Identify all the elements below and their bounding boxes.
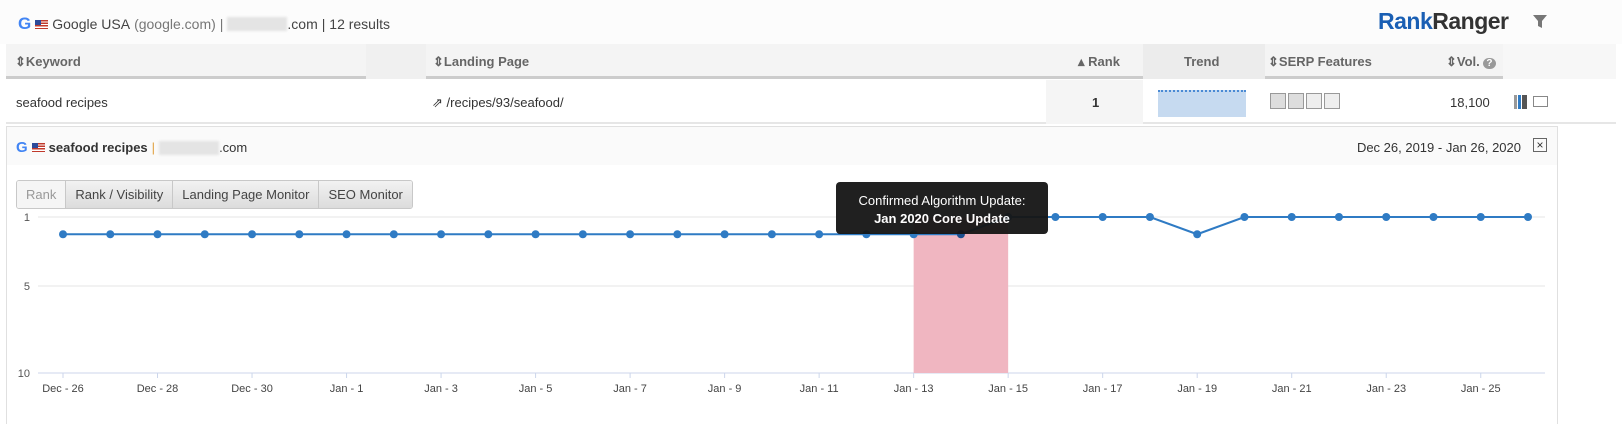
external-link-icon[interactable]: ⇗ (432, 95, 443, 110)
x-tick-label: Jan - 17 (1083, 383, 1123, 395)
help-icon[interactable]: ? (1483, 58, 1496, 69)
x-tick-label: Jan - 1 (330, 383, 364, 395)
close-button[interactable]: × (1533, 138, 1547, 152)
tab-landing-page-monitor[interactable]: Landing Page Monitor (173, 181, 320, 208)
x-tick-label: Jan - 23 (1366, 383, 1406, 395)
engine-name: Google USA (52, 16, 131, 32)
table-header: ⇕Keyword ⇕Landing Page ▴ Rank Trend ⇕SER… (6, 44, 1616, 79)
report-title: G Google USA (google.com) | .com | 12 re… (18, 14, 390, 33)
data-point (106, 230, 115, 239)
data-point (437, 230, 446, 239)
y-tick-label: 1 (24, 212, 30, 224)
data-point (389, 230, 398, 239)
x-tick-label: Jan - 3 (424, 383, 458, 395)
engine-domain: (google.com) (134, 16, 216, 32)
keyword-detail-panel: G seafood recipes | .com Dec 26, 2019 - J… (6, 126, 1558, 424)
algorithm-update-tooltip: Confirmed Algorithm Update: Jan 2020 Cor… (836, 182, 1048, 234)
data-point (1098, 213, 1107, 221)
data-point (531, 230, 540, 239)
y-tick-label: 10 (18, 368, 30, 380)
x-tick-label: Jan - 15 (988, 383, 1028, 395)
data-point (626, 230, 635, 239)
data-point (1382, 213, 1391, 221)
table-row[interactable]: seafood recipes ⇗ /recipes/93/seafood/ 1… (6, 80, 1616, 124)
data-point (295, 230, 304, 239)
data-point (1051, 213, 1060, 221)
results-count: | 12 results (321, 16, 390, 32)
data-point (342, 230, 351, 239)
google-icon: G (16, 139, 28, 156)
panel-domain: .com (219, 140, 248, 155)
x-tick-label: Jan - 19 (1177, 383, 1217, 395)
rank-cell: 1 (1092, 95, 1100, 110)
blurred-domain (227, 17, 288, 31)
trend-sparkline[interactable] (1158, 90, 1246, 117)
desktop-icon[interactable] (1533, 96, 1548, 107)
volume-cell: 18,100 (1450, 95, 1490, 110)
data-point (59, 230, 67, 239)
x-tick-label: Jan - 21 (1272, 383, 1312, 395)
data-point (1476, 213, 1485, 221)
x-tick-label: Jan - 13 (894, 383, 934, 395)
data-point (1193, 230, 1202, 239)
knowledge-panel-icon (1270, 93, 1286, 109)
panel-keyword: seafood recipes (48, 140, 148, 155)
x-tick-label: Jan - 5 (519, 383, 553, 395)
col-rank[interactable]: ▴ Rank (1078, 54, 1120, 69)
col-trend: Trend (1184, 54, 1220, 69)
date-range[interactable]: Dec 26, 2019 - Jan 26, 2020 (1356, 140, 1521, 155)
top-bar: G Google USA (google.com) | .com | 12 re… (0, 0, 1622, 44)
us-flag-icon (31, 143, 45, 152)
keyword-cell[interactable]: seafood recipes (16, 95, 108, 110)
rankranger-logo: RankRanger (1378, 8, 1509, 34)
col-volume[interactable]: ⇕Vol. ? (1446, 54, 1496, 70)
x-tick-label: Jan - 9 (708, 383, 742, 395)
serp-features-icons (1270, 93, 1340, 109)
x-tick-label: Dec - 26 (42, 383, 84, 395)
col-keyword[interactable]: ⇕Keyword (15, 54, 81, 69)
y-tick-label: 5 (24, 281, 30, 293)
data-point (153, 230, 162, 239)
data-point (1334, 213, 1343, 221)
rank-line (63, 216, 1528, 236)
data-point (1145, 213, 1154, 221)
col-serp-features[interactable]: ⇕SERP Features (1268, 54, 1372, 69)
us-flag-icon (35, 19, 49, 29)
data-point (1240, 213, 1249, 221)
x-tick-label: Jan - 25 (1461, 383, 1501, 395)
data-point (1287, 213, 1296, 221)
view-tabs: Rank Rank / Visibility Landing Page Moni… (16, 180, 413, 209)
tab-seo-monitor[interactable]: SEO Monitor (319, 181, 412, 208)
tab-rank[interactable]: Rank (17, 181, 67, 208)
bar-chart-icon[interactable] (1514, 95, 1527, 109)
data-point (720, 230, 729, 239)
landing-page-cell[interactable]: ⇗ /recipes/93/seafood/ (432, 95, 564, 110)
data-point (200, 230, 209, 239)
data-point (767, 230, 776, 239)
data-point (248, 230, 257, 239)
link-icon (1306, 93, 1322, 109)
data-point (578, 230, 587, 239)
data-point (484, 230, 493, 239)
data-point (1524, 213, 1532, 221)
x-tick-label: Dec - 30 (231, 383, 273, 395)
data-point (815, 230, 824, 239)
filter-icon[interactable] (1533, 14, 1547, 30)
data-point (1429, 213, 1438, 221)
col-landing-page[interactable]: ⇕Landing Page (433, 54, 530, 69)
google-icon: G (18, 14, 32, 33)
x-tick-label: Dec - 28 (137, 383, 179, 395)
tab-rank-visibility[interactable]: Rank / Visibility (66, 181, 174, 208)
people-also-ask-icon (1288, 93, 1304, 109)
x-tick-label: Jan - 7 (613, 383, 647, 395)
x-tick-label: Jan - 11 (800, 383, 839, 395)
video-icon (1324, 93, 1340, 109)
algorithm-update-band (913, 217, 1009, 373)
data-point (673, 230, 682, 239)
domain-suffix: .com (287, 16, 318, 32)
